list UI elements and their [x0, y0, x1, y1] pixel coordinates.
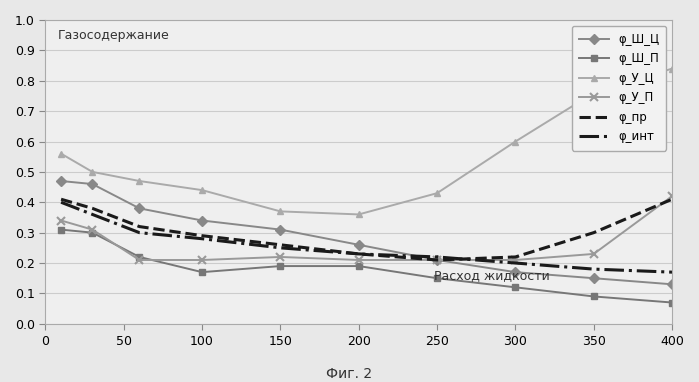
φ_пр	[511, 255, 519, 259]
φ_У_П	[276, 255, 284, 259]
Text: Газосодержание: Газосодержание	[58, 29, 170, 42]
φ_У_Ц	[276, 209, 284, 214]
φ_У_П	[88, 227, 96, 232]
φ_У_Ц	[589, 91, 598, 95]
φ_пр	[276, 243, 284, 247]
φ_инт	[668, 270, 676, 274]
φ_инт	[433, 255, 441, 259]
φ_У_Ц	[511, 139, 519, 144]
φ_пр	[354, 252, 363, 256]
φ_инт	[354, 252, 363, 256]
φ_У_П	[198, 258, 206, 262]
φ_пр	[198, 233, 206, 238]
φ_Ш_Ц	[511, 270, 519, 274]
Text: Фиг. 2: Фиг. 2	[326, 367, 373, 381]
φ_У_Ц	[88, 170, 96, 174]
φ_Ш_П	[88, 230, 96, 235]
φ_Ш_Ц	[135, 206, 143, 210]
φ_Ш_Ц	[276, 227, 284, 232]
φ_У_П	[57, 218, 65, 223]
φ_пр	[57, 197, 65, 202]
φ_инт	[135, 230, 143, 235]
φ_Ш_П	[198, 270, 206, 274]
φ_инт	[589, 267, 598, 271]
φ_инт	[57, 200, 65, 205]
Line: φ_У_П: φ_У_П	[57, 192, 676, 264]
φ_пр	[589, 230, 598, 235]
φ_Ш_П	[135, 255, 143, 259]
φ_пр	[668, 197, 676, 202]
φ_У_Ц	[354, 212, 363, 217]
φ_Ш_П	[511, 285, 519, 290]
Line: φ_пр: φ_пр	[61, 199, 672, 260]
φ_У_Ц	[198, 188, 206, 193]
φ_Ш_П	[354, 264, 363, 269]
φ_Ш_П	[589, 294, 598, 299]
φ_У_П	[589, 252, 598, 256]
φ_Ш_П	[57, 227, 65, 232]
Line: φ_Ш_П: φ_Ш_П	[57, 226, 675, 306]
φ_Ш_П	[433, 276, 441, 280]
φ_пр	[135, 224, 143, 229]
φ_У_П	[135, 258, 143, 262]
φ_Ш_П	[276, 264, 284, 269]
φ_пр	[88, 206, 96, 210]
φ_инт	[88, 212, 96, 217]
φ_У_П	[354, 258, 363, 262]
φ_Ш_Ц	[589, 276, 598, 280]
φ_Ш_Ц	[88, 182, 96, 186]
φ_Ш_Ц	[198, 218, 206, 223]
φ_У_Ц	[433, 191, 441, 196]
Line: φ_У_Ц: φ_У_Ц	[57, 65, 675, 218]
φ_У_П	[433, 258, 441, 262]
φ_У_П	[511, 258, 519, 262]
φ_Ш_Ц	[433, 258, 441, 262]
φ_пр	[433, 258, 441, 262]
φ_У_Ц	[57, 151, 65, 156]
φ_инт	[276, 246, 284, 250]
φ_У_Ц	[135, 179, 143, 183]
φ_инт	[511, 261, 519, 265]
φ_инт	[198, 236, 206, 241]
φ_У_П	[668, 194, 676, 199]
φ_Ш_Ц	[57, 179, 65, 183]
φ_Ш_Ц	[354, 243, 363, 247]
Legend: φ_Ш_Ц, φ_Ш_П, φ_У_Ц, φ_У_П, φ_пр, φ_инт: φ_Ш_Ц, φ_Ш_П, φ_У_Ц, φ_У_П, φ_пр, φ_инт	[572, 26, 666, 151]
Text: Расход жидкости: Расход жидкости	[434, 269, 549, 282]
Line: φ_инт: φ_инт	[61, 202, 672, 272]
φ_Ш_П	[668, 300, 676, 305]
Line: φ_Ш_Ц: φ_Ш_Ц	[57, 178, 675, 288]
φ_Ш_Ц	[668, 282, 676, 286]
φ_У_Ц	[668, 66, 676, 71]
